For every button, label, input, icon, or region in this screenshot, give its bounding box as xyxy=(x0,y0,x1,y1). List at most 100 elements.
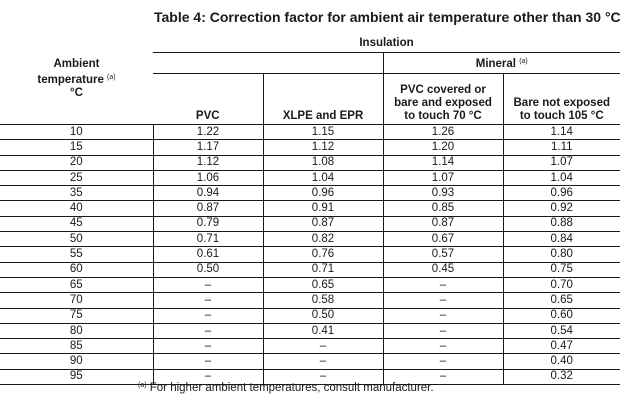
table-row: 75–0.50–0.60 xyxy=(0,308,620,324)
pvc-covered-cell: 0.45 xyxy=(382,262,503,278)
ambient-header-text: temperature xyxy=(37,74,104,86)
temperature-cell: 40 xyxy=(0,200,153,217)
bare-not-exposed-cell: 0.84 xyxy=(502,231,620,248)
pvc-covered-cell: – xyxy=(382,277,503,294)
pvc-cell: – xyxy=(152,338,263,355)
table-row: 50 0.71 0.82 0.67 0.84 xyxy=(0,231,620,248)
insulation-header: Insulation xyxy=(153,34,620,53)
bare-not-exposed-cell: 0.54 xyxy=(502,323,620,340)
temperature-cell: 20 xyxy=(0,155,153,171)
pvc-covered-cell: – xyxy=(382,308,503,324)
table-body: 10 1.22 1.15 1.26 1.14 15 1.17 1.12 1.20 1.11 20 1.… xyxy=(0,124,620,386)
pvc-covered-cell: – xyxy=(382,353,503,370)
pvc-cell: 0.71 xyxy=(152,231,263,248)
bare-not-exposed-cell: 0.80 xyxy=(502,246,620,263)
table-row: 25 1.06 1.04 1.07 1.04 xyxy=(0,170,620,187)
pvc-covered-cell: 1.26 xyxy=(382,124,503,141)
table-row: 55 0.61 0.76 0.57 0.80 xyxy=(0,246,620,263)
xlpe-epr-cell: 0.82 xyxy=(262,231,383,248)
pvc-header: PVC xyxy=(153,73,263,124)
header-spacer xyxy=(153,53,383,74)
table-row: 15 1.17 1.12 1.20 1.11 xyxy=(0,139,620,156)
mineral-header-text: Mineral xyxy=(475,58,516,70)
bare-not-exposed-cell: 0.92 xyxy=(502,200,620,217)
table-row: 85– – –0.47 xyxy=(0,338,620,355)
ambient-footnote-marker: (a) xyxy=(107,74,116,81)
table-row: 65–0.65–0.70 xyxy=(0,277,620,294)
pvc-covered-line3: to touch 70 °C xyxy=(404,110,482,122)
xlpe-epr-cell: 0.50 xyxy=(262,308,383,324)
bare-not-exposed-cell: 1.07 xyxy=(502,155,620,171)
table-row: 35 0.94 0.96 0.93 0.96 xyxy=(0,185,620,202)
table-row: 60 0.50 0.71 0.45 0.75 xyxy=(0,262,620,278)
ambient-temperature-header: Ambient temperature (a) °C xyxy=(0,34,153,124)
temperature-cell: 80 xyxy=(0,323,153,340)
pvc-covered-cell: – xyxy=(382,323,503,340)
temperature-cell: 95 xyxy=(0,369,153,386)
bare-not-exposed-cell: 1.11 xyxy=(502,139,620,156)
pvc-covered-line2: bare and exposed xyxy=(394,97,492,109)
temperature-cell: 60 xyxy=(0,262,153,278)
xlpe-epr-cell: 0.91 xyxy=(262,200,383,217)
temperature-cell: 70 xyxy=(0,292,153,309)
bare-not-exposed-cell: 1.14 xyxy=(502,124,620,141)
pvc-covered-cell: 0.87 xyxy=(382,216,503,233)
xlpe-epr-cell: 0.41 xyxy=(262,323,383,340)
pvc-covered-cell: 0.57 xyxy=(382,246,503,263)
xlpe-epr-cell: 0.87 xyxy=(262,216,383,233)
table-row: 20 1.12 1.08 1.14 1.07 xyxy=(0,155,620,171)
temperature-cell: 85 xyxy=(0,338,153,355)
bare-not-exposed-cell: 0.75 xyxy=(502,262,620,278)
pvc-covered-cell: 0.67 xyxy=(382,231,503,248)
pvc-cell: 0.50 xyxy=(152,262,263,278)
bare-line1: Bare not exposed xyxy=(513,97,611,109)
pvc-covered-cell: – xyxy=(382,369,503,386)
bare-not-exposed-cell: 0.47 xyxy=(502,338,620,355)
xlpe-epr-cell: 0.71 xyxy=(262,262,383,278)
pvc-cell: 0.87 xyxy=(152,200,263,217)
pvc-covered-cell: 1.14 xyxy=(382,155,503,171)
xlpe-epr-cell: – xyxy=(262,338,383,355)
table-row: 70–0.58–0.65 xyxy=(0,292,620,309)
correction-factor-table: Ambient temperature (a) °C Insulation Mi… xyxy=(0,34,620,386)
bare-not-exposed-cell: 0.60 xyxy=(502,308,620,324)
pvc-covered-cell: 0.93 xyxy=(382,185,503,202)
footnote-text: For higher ambient temperatures, consult… xyxy=(149,382,434,394)
pvc-cell: 0.79 xyxy=(152,216,263,233)
temperature-cell: 15 xyxy=(0,139,153,156)
temperature-cell: 35 xyxy=(0,185,153,202)
pvc-cell: 1.17 xyxy=(152,139,263,156)
mineral-header: Mineral (a) xyxy=(382,52,620,74)
table-row: 45 0.79 0.87 0.87 0.88 xyxy=(0,216,620,233)
xlpe-epr-cell: – xyxy=(262,353,383,370)
pvc-cell: 1.06 xyxy=(152,170,263,187)
temperature-cell: 90 xyxy=(0,353,153,370)
temperature-cell: 50 xyxy=(0,231,153,248)
footnote: (a) For higher ambient temperatures, con… xyxy=(138,382,434,394)
header-rule xyxy=(0,124,620,125)
bare-not-exposed-cell: 0.32 xyxy=(502,369,620,386)
xlpe-epr-cell: 1.08 xyxy=(262,155,383,171)
temperature-cell: 10 xyxy=(0,124,153,141)
xlpe-epr-cell: 0.76 xyxy=(262,246,383,263)
table-row: 40 0.87 0.91 0.85 0.92 xyxy=(0,200,620,217)
ambient-header-line1: Ambient xyxy=(53,58,100,70)
bare-not-exposed-cell: 0.70 xyxy=(502,277,620,294)
pvc-covered-header: PVC covered or bare and exposed to touch… xyxy=(382,73,503,124)
xlpe-epr-cell: 1.04 xyxy=(262,170,383,187)
ambient-header-line2: temperature (a) xyxy=(0,71,153,87)
table-row: 90– – –0.40 xyxy=(0,353,620,370)
pvc-cell: – xyxy=(152,277,263,294)
footnote-marker: (a) xyxy=(138,382,147,389)
xlpe-epr-cell: 1.15 xyxy=(262,124,383,141)
xlpe-epr-cell: – xyxy=(262,369,383,386)
temperature-cell: 65 xyxy=(0,277,153,294)
pvc-cell: – xyxy=(152,323,263,340)
xlpe-epr-cell: 1.12 xyxy=(262,139,383,156)
pvc-cell: – xyxy=(152,353,263,370)
bare-not-exposed-cell: 0.40 xyxy=(502,353,620,370)
xlpe-epr-cell: 0.96 xyxy=(262,185,383,202)
pvc-cell: 0.61 xyxy=(152,246,263,263)
temperature-cell: 25 xyxy=(0,170,153,187)
bare-not-exposed-cell: 0.96 xyxy=(502,185,620,202)
